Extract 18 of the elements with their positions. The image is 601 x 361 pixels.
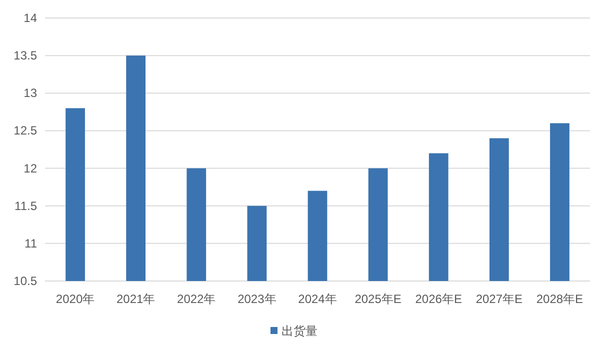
legend-label: 出货量 — [282, 324, 318, 338]
y-tick-label: 14 — [24, 11, 38, 25]
x-tick-label: 2028年E — [536, 292, 584, 306]
x-tick-label: 2025年E — [354, 292, 402, 306]
x-tick-label: 2023年 — [238, 292, 276, 306]
y-tick-label: 13 — [24, 86, 38, 100]
x-tick-label: 2020年 — [56, 292, 95, 306]
y-tick-label: 12 — [24, 161, 38, 176]
y-tick-label: 11 — [24, 236, 38, 250]
y-tick-label: 11.5 — [14, 198, 38, 213]
x-tick-label: 2022年 — [177, 292, 216, 306]
y-tick-label: 10.5 — [14, 274, 38, 288]
x-tick-label: 2021年 — [116, 292, 156, 306]
y-tick-label: 13.5 — [14, 48, 38, 63]
x-tick-label: 2026年E — [415, 292, 462, 306]
x-tick-label: 2024年 — [298, 292, 337, 306]
x-tick-label: 2027年E — [476, 292, 523, 306]
y-tick-label: 12.5 — [14, 124, 38, 138]
